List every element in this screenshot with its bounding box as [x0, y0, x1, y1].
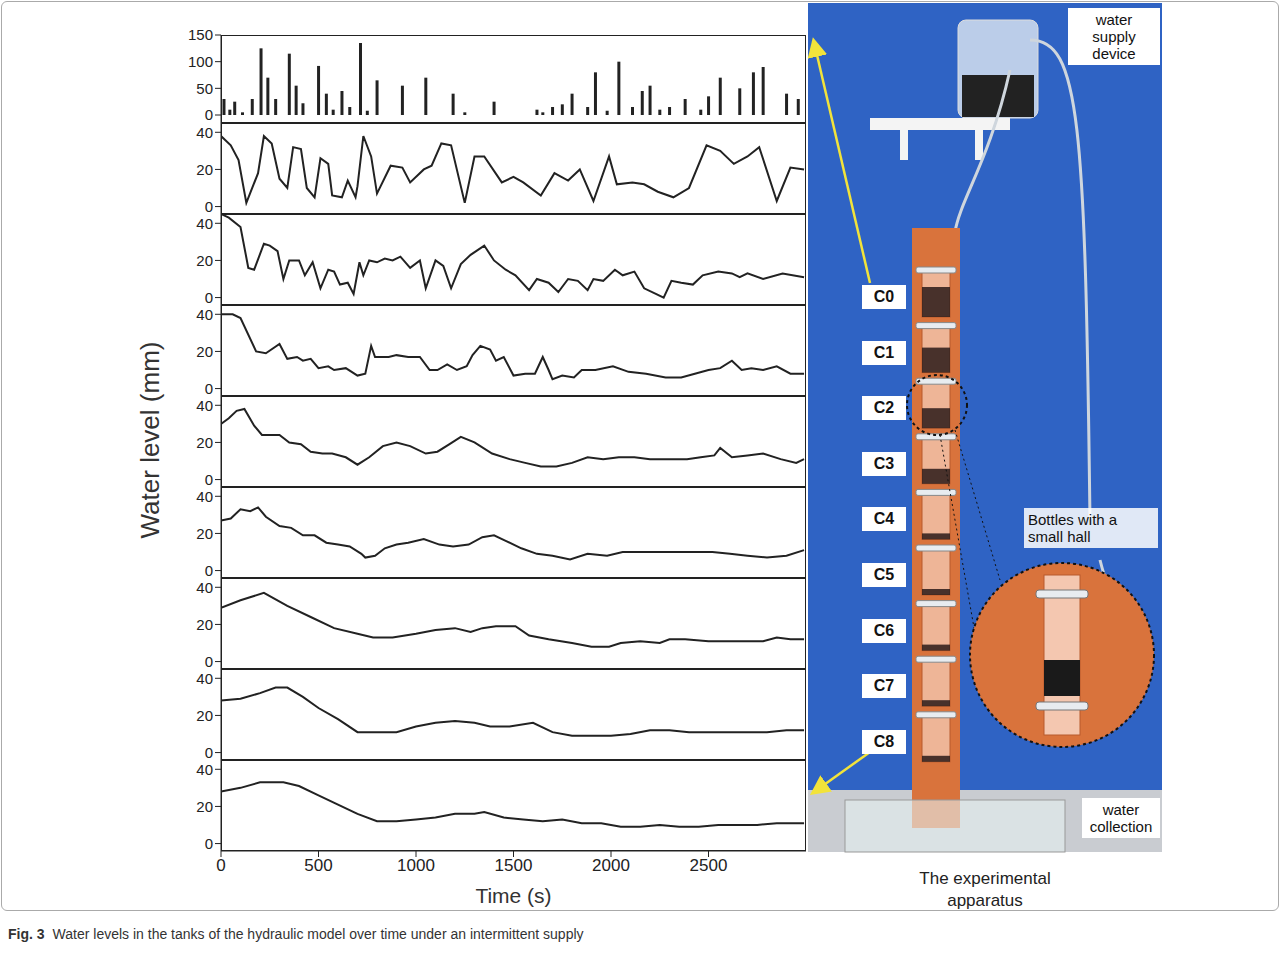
svg-text:40: 40 — [196, 761, 213, 778]
svg-text:150: 150 — [188, 26, 213, 43]
svg-text:40: 40 — [196, 670, 213, 687]
html-text:C6: C6 — [873, 621, 895, 639]
html-text:C3: C3 — [873, 454, 895, 472]
html-text:C0: C0 — [873, 288, 895, 305]
svg-text:40: 40 — [196, 579, 213, 596]
svg-text:20: 20 — [196, 434, 213, 451]
svg-text:20: 20 — [196, 525, 213, 542]
svg-text:20: 20 — [196, 707, 213, 724]
svg-text:40: 40 — [196, 306, 213, 323]
html-text:Water level (mm): Water level (mm) — [135, 341, 165, 539]
html-text:The experimental apparatus: The experimental apparatus — [919, 869, 1051, 910]
html-text:C5: C5 — [873, 566, 895, 583]
svg-text:20: 20 — [196, 343, 213, 360]
svg-text:40: 40 — [196, 488, 213, 505]
svg-text:0: 0 — [205, 562, 213, 578]
svg-text:40: 40 — [196, 215, 213, 232]
svg-text:0: 0 — [205, 198, 213, 214]
svg-text:20: 20 — [196, 161, 213, 178]
svg-text:0: 0 — [205, 653, 213, 669]
html-text:C1: C1 — [873, 343, 895, 361]
html-text:C4: C4 — [873, 510, 895, 528]
html-text:water collection: water collection — [1089, 801, 1153, 835]
svg-text:0: 0 — [205, 289, 213, 305]
html-text:C8: C8 — [873, 732, 895, 750]
html-text:water supply device: water supply device — [1092, 11, 1136, 62]
html-text:C7: C7 — [873, 677, 895, 695]
svg-text:20: 20 — [196, 798, 213, 815]
svg-text:0: 0 — [205, 471, 213, 487]
svg-text:0: 0 — [205, 744, 213, 760]
svg-text:0: 0 — [216, 856, 225, 875]
svg-text:20: 20 — [196, 252, 213, 269]
svg-text:100: 100 — [188, 53, 213, 70]
svg-text:40: 40 — [196, 397, 213, 414]
svg-text:0: 0 — [205, 380, 213, 396]
svg-text:500: 500 — [304, 856, 332, 875]
svg-text:0: 0 — [205, 835, 213, 852]
html-text:Time (s): Time (s) — [475, 884, 552, 907]
svg-text:0: 0 — [205, 106, 213, 123]
svg-text:50: 50 — [196, 80, 213, 97]
svg-text:2000: 2000 — [592, 856, 630, 875]
svg-text:40: 40 — [196, 124, 213, 141]
html-text:C2: C2 — [873, 399, 895, 417]
svg-text:1500: 1500 — [495, 856, 533, 875]
html-text:Bottles with a small hall: Bottles with a small hall — [1028, 511, 1118, 545]
svg-text:2500: 2500 — [690, 856, 728, 875]
svg-text:1000: 1000 — [397, 856, 435, 875]
html-text:Water levels in the tanks of t: Water levels in the tanks of the hydraul… — [52, 926, 584, 942]
html-text:Fig. 3: Fig. 3 — [8, 926, 45, 942]
svg-text:20: 20 — [196, 616, 213, 633]
